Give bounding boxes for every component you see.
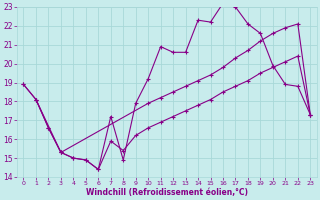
X-axis label: Windchill (Refroidissement éolien,°C): Windchill (Refroidissement éolien,°C) — [86, 188, 248, 197]
